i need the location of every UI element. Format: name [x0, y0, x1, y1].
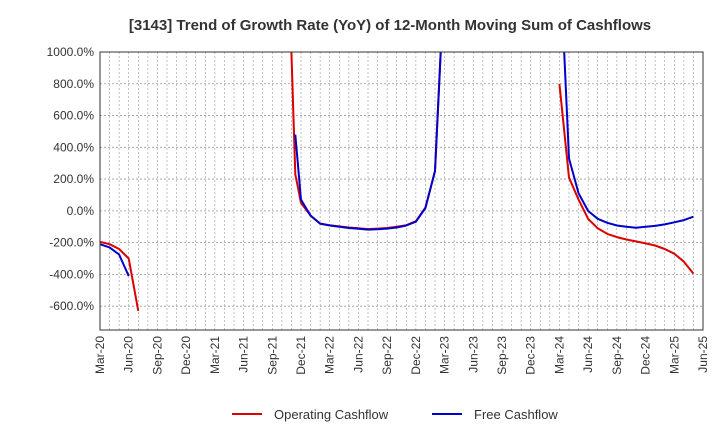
- series-line-free-cashflow: [100, 52, 694, 277]
- x-tick-label: Jun-25: [696, 336, 710, 373]
- x-tick-label: Mar-25: [667, 336, 681, 374]
- y-tick-label: 0.0%: [67, 204, 95, 218]
- x-tick-label: Sep-21: [265, 336, 279, 375]
- y-tick-label: -600.0%: [49, 299, 94, 313]
- x-tick-label: Jun-22: [351, 336, 365, 373]
- y-tick-label: 600.0%: [53, 109, 94, 123]
- x-tick-label: Mar-21: [208, 336, 222, 374]
- x-tick-label: Sep-22: [380, 336, 394, 375]
- y-tick-label: 400.0%: [53, 140, 94, 154]
- x-tick-label: Dec-21: [294, 336, 308, 375]
- chart-title: [3143] Trend of Growth Rate (YoY) of 12-…: [129, 17, 651, 34]
- x-tick-label: Mar-22: [323, 336, 337, 374]
- x-tick-label: Sep-23: [495, 336, 509, 375]
- x-tick-label: Sep-20: [150, 336, 164, 375]
- legend-label: Operating Cashflow: [274, 407, 389, 422]
- legend-label: Free Cashflow: [474, 407, 558, 422]
- grid: [99, 51, 704, 330]
- y-tick-label: 1000.0%: [47, 45, 95, 59]
- x-tick-label: Dec-23: [524, 336, 538, 375]
- y-tick-label: 200.0%: [53, 172, 94, 186]
- x-tick-label: Dec-24: [639, 336, 653, 375]
- plot-area-border: [99, 51, 704, 331]
- y-axis-ticks: 1000.0% 800.0% 600.0% 400.0% 200.0% 0.0% -200.…: [47, 45, 95, 313]
- x-tick-label: Mar-23: [438, 336, 452, 374]
- legend: Operating Cashflow Free Cashflow: [232, 407, 558, 422]
- x-tick-label: Dec-20: [179, 336, 193, 375]
- y-tick-label: -200.0%: [49, 236, 94, 250]
- x-tick-label: Jun-23: [466, 336, 480, 373]
- y-tick-label: 800.0%: [53, 77, 94, 91]
- x-tick-label: Jun-24: [581, 336, 595, 373]
- x-tick-label: Sep-24: [610, 336, 624, 375]
- x-tick-label: Jun-20: [122, 336, 136, 373]
- x-axis-ticks: Mar-20 Jun-20 Sep-20 Dec-20 Mar-21 Jun-21 Sep-…: [93, 336, 710, 375]
- x-tick-label: Mar-20: [93, 336, 107, 374]
- y-tick-label: -400.0%: [49, 267, 94, 281]
- x-tick-label: Mar-24: [552, 336, 566, 374]
- x-tick-label: Jun-21: [237, 336, 251, 373]
- series-lines: [100, 52, 695, 312]
- x-tick-label: Dec-22: [409, 336, 423, 375]
